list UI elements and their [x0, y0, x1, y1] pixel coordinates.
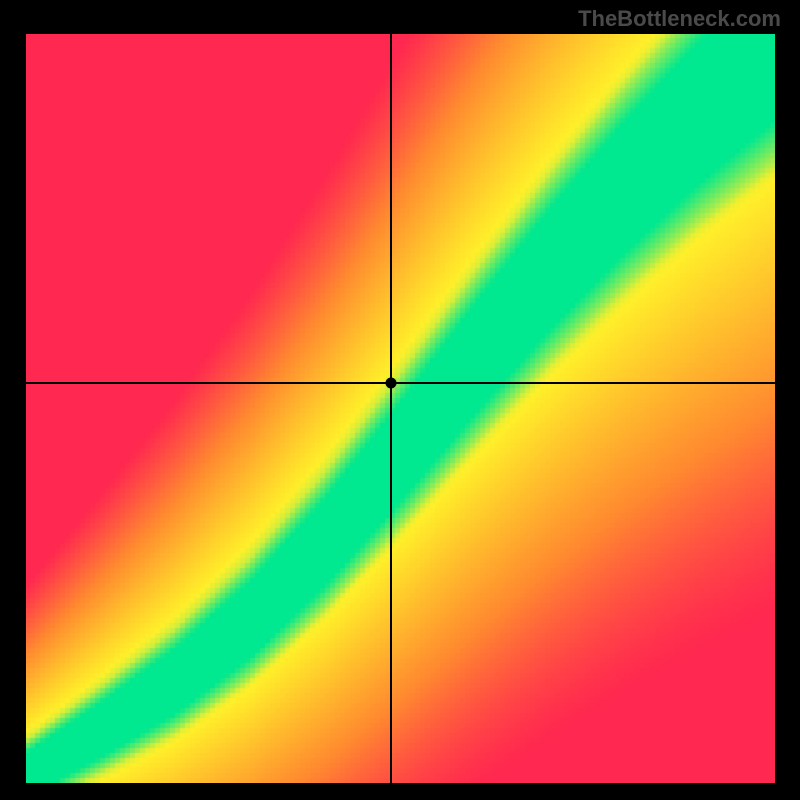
chart-container: TheBottleneck.com	[0, 0, 800, 800]
heatmap-canvas	[26, 34, 775, 783]
crosshair-horizontal	[26, 382, 775, 384]
crosshair-marker	[385, 378, 396, 389]
crosshair-vertical	[390, 34, 392, 783]
watermark-text: TheBottleneck.com	[578, 6, 781, 32]
